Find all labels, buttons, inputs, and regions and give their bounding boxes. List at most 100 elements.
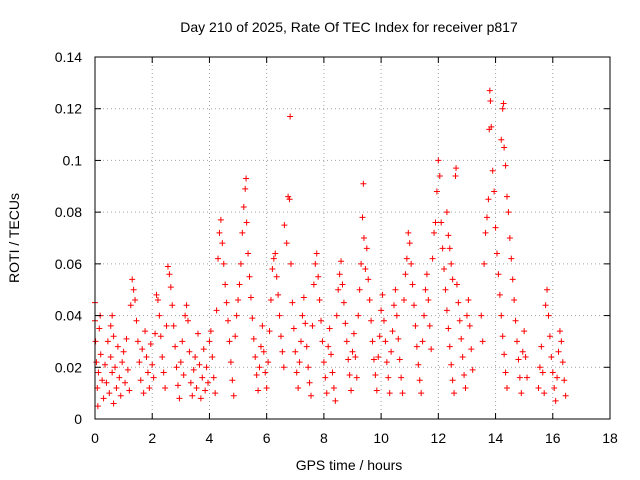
data-point <box>207 328 214 335</box>
data-point <box>100 395 107 402</box>
data-point <box>116 374 123 381</box>
data-point <box>232 333 239 340</box>
data-point <box>266 328 273 335</box>
data-point <box>421 312 428 319</box>
data-point <box>309 322 316 329</box>
data-point <box>202 387 209 394</box>
data-point <box>491 188 498 195</box>
data-point <box>348 387 355 394</box>
data-point <box>239 229 246 236</box>
data-point <box>322 374 329 381</box>
data-point <box>94 403 101 410</box>
data-point <box>142 328 149 335</box>
data-point <box>425 297 432 304</box>
data-point <box>396 356 403 363</box>
data-point <box>298 338 304 345</box>
data-point <box>411 302 418 309</box>
y-tick-label: 0.02 <box>55 359 82 375</box>
data-point <box>558 338 565 345</box>
data-point <box>393 312 400 319</box>
data-point <box>445 232 452 239</box>
data-point <box>176 395 183 402</box>
data-point <box>114 343 121 350</box>
data-point <box>189 392 196 399</box>
data-point <box>267 297 274 304</box>
data-point <box>174 382 181 389</box>
data-point <box>107 353 114 360</box>
data-point <box>451 390 458 397</box>
data-point <box>399 390 406 397</box>
data-point <box>482 229 489 236</box>
data-point <box>559 359 566 366</box>
data-point <box>196 361 203 368</box>
data-point <box>180 372 187 379</box>
data-point <box>255 387 262 394</box>
data-point <box>338 258 345 265</box>
data-point <box>209 353 216 360</box>
data-point <box>498 312 505 319</box>
data-point <box>552 397 559 404</box>
data-point <box>312 260 319 267</box>
data-point <box>538 343 545 350</box>
data-point <box>486 87 493 94</box>
data-point <box>104 338 111 345</box>
data-point <box>386 390 393 397</box>
data-point <box>539 369 546 376</box>
data-point <box>449 377 456 384</box>
data-point <box>160 369 167 376</box>
data-point <box>237 260 244 267</box>
data-point <box>212 390 219 397</box>
data-point <box>413 343 420 350</box>
data-point <box>468 346 475 353</box>
data-point <box>127 302 134 309</box>
data-point <box>333 312 340 319</box>
data-point <box>489 167 496 174</box>
data-point <box>463 312 470 319</box>
data-point <box>438 219 445 226</box>
data-point <box>95 369 102 376</box>
data-point <box>184 317 191 324</box>
data-point <box>129 276 136 283</box>
data-point <box>272 250 279 257</box>
data-point <box>156 312 163 319</box>
data-point <box>385 374 392 381</box>
data-point <box>518 390 525 397</box>
data-point <box>445 325 452 332</box>
data-point <box>383 359 390 366</box>
data-point <box>249 315 256 322</box>
data-point <box>143 353 150 360</box>
data-point <box>177 359 184 366</box>
data-point <box>372 372 379 379</box>
data-point <box>363 245 370 252</box>
x-tick-label: 4 <box>206 430 214 446</box>
data-point <box>370 356 377 363</box>
data-point <box>504 384 510 391</box>
data-point <box>360 180 367 187</box>
data-point <box>263 384 270 391</box>
data-point <box>549 369 556 376</box>
data-point <box>252 353 259 360</box>
data-point <box>373 387 380 394</box>
axes: 0 2 4 6 8 10 12 14 16 18 0 0.02 0.04 0.06 0.08 0.1 0.12 0… <box>55 49 618 446</box>
data-point <box>186 348 193 355</box>
data-point <box>481 260 488 267</box>
data-point <box>170 322 177 329</box>
data-point <box>243 175 250 182</box>
data-point <box>356 286 363 293</box>
data-point <box>366 297 373 304</box>
data-point <box>446 245 453 252</box>
data-point <box>225 317 232 324</box>
data-point <box>132 297 139 304</box>
data-point <box>501 144 508 151</box>
data-point <box>443 209 450 216</box>
data-point <box>453 281 460 288</box>
data-point <box>502 162 509 169</box>
data-point <box>308 392 315 399</box>
data-point <box>325 343 332 350</box>
data-point <box>350 330 357 337</box>
data-point <box>415 361 422 368</box>
data-point <box>459 353 466 360</box>
data-point <box>466 322 473 329</box>
data-point <box>117 392 124 399</box>
data-point <box>215 255 222 262</box>
